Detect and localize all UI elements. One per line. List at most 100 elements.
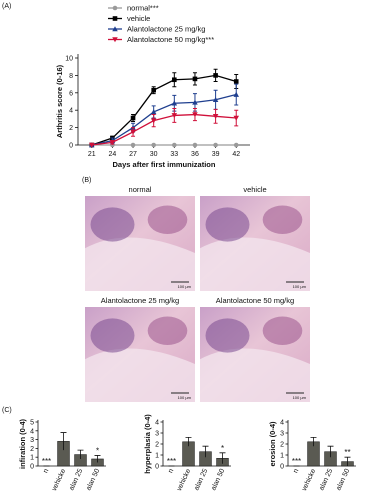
data-point [192,99,198,105]
legend-marker [112,26,118,32]
image-title: Alantolactone 25 mg/kg [101,296,179,305]
x-tick-label: alan 25 [68,468,84,492]
scale-bar-label: 100 µm [178,284,192,289]
histology-panel: normal 100 µm vehicle 100 µm Alantolactone 2… [85,185,310,402]
image-title: Alantolactone 50 mg/kg [216,296,294,305]
y-tick-label: 4 [69,108,73,115]
data-point [89,142,95,148]
image-title: normal [129,185,152,194]
tissue-shape [262,205,303,234]
significance-label: *** [292,457,301,466]
error-bar [94,455,101,463]
y-tick-label: 0 [155,464,159,471]
x-tick-label: n [167,468,175,475]
data-point [213,142,218,148]
error-bar [344,456,351,466]
data-point [233,115,239,121]
tissue-shape [262,316,303,345]
y-tick-label: 3 [30,437,34,444]
y-axis-label: infiration (0-4) [18,418,27,469]
data-point [171,100,178,106]
x-tick-label: vehicke [301,468,317,493]
significance-label: * [221,444,224,453]
y-tick-label: 10 [65,56,73,63]
data-point [233,142,239,148]
y-axis-label: erosion (0-4) [268,421,277,467]
x-tick-label: 33 [170,151,178,158]
data-point [109,140,116,146]
error-bar [310,437,317,447]
panel-label: (A) [2,3,11,10]
data-point [151,87,156,93]
y-tick-label: 4 [155,420,159,427]
error-bar [327,445,334,458]
significance-label: * [96,446,99,455]
x-tick-label: alan 25 [318,468,334,492]
panel-label: (C) [2,407,12,414]
tissue-shape [200,348,310,402]
x-tick-label: alan 25 [193,468,209,492]
x-tick-label: 30 [150,151,158,158]
data-point [192,142,198,148]
x-tick-label: n [292,468,300,475]
x-tick-label: alan 50 [85,468,101,492]
y-tick-label: 3 [155,431,159,438]
data-point [233,91,239,97]
data-point [172,142,177,148]
data-point [130,115,136,121]
y-axis-label: hyperplasia (0-4) [143,414,152,474]
tissue-shape [85,348,195,402]
y-axis-label: Arthritis score (0-16) [55,64,64,138]
data-point [151,142,156,148]
data-point [171,113,178,119]
y-tick-label: 0 [69,143,73,150]
data-point [233,79,239,84]
y-tick-label: 3 [280,431,284,438]
x-tick-label: 39 [212,151,220,158]
y-tick-label: 1 [280,453,284,460]
data-point [130,142,136,148]
y-tick-label: 4 [280,420,284,427]
x-tick-label: alan 50 [335,468,351,492]
data-point [172,77,177,83]
error-bar [60,432,67,451]
error-bar [185,437,192,447]
significance-label: ** [344,448,350,457]
tissue-shape [90,207,135,242]
y-tick-label: 2 [69,125,73,132]
significance-label: *** [42,457,51,466]
legend-label: Alantolactone 50 mg/kg*** [127,35,214,44]
y-tick-label: 1 [30,455,34,462]
y-tick-label: 2 [30,446,34,453]
significance-label: *** [167,457,176,466]
x-tick-label: vehicke [176,468,192,493]
error-bar [202,445,209,458]
y-tick-label: 6 [69,90,73,97]
legend-label: normal*** [127,4,159,13]
scale-bar-label: 100 µm [178,395,192,400]
series-line [91,74,237,146]
y-tick-label: 0 [30,464,34,471]
tissue-shape [90,318,135,353]
tissue-shape [205,207,250,242]
y-tick-label: 8 [69,73,73,80]
data-point [212,113,219,120]
scale-bar-label: 100 µm [293,395,307,400]
legend-marker [112,16,118,21]
data-point [212,97,219,103]
data-point [130,129,136,135]
tissue-shape [147,205,188,234]
y-tick-label: 1 [155,453,159,460]
legend-label: vehicle [127,14,150,23]
image-title: vehicle [243,185,266,194]
x-axis-label: Days after first immunization [113,160,216,169]
data-point [192,76,198,82]
axis [77,54,250,146]
y-tick-label: 4 [30,428,34,435]
legend-marker [112,37,118,43]
tissue-shape [147,316,188,345]
y-tick-label: 2 [280,442,284,449]
y-tick-label: 2 [155,442,159,449]
series-line [91,113,237,146]
